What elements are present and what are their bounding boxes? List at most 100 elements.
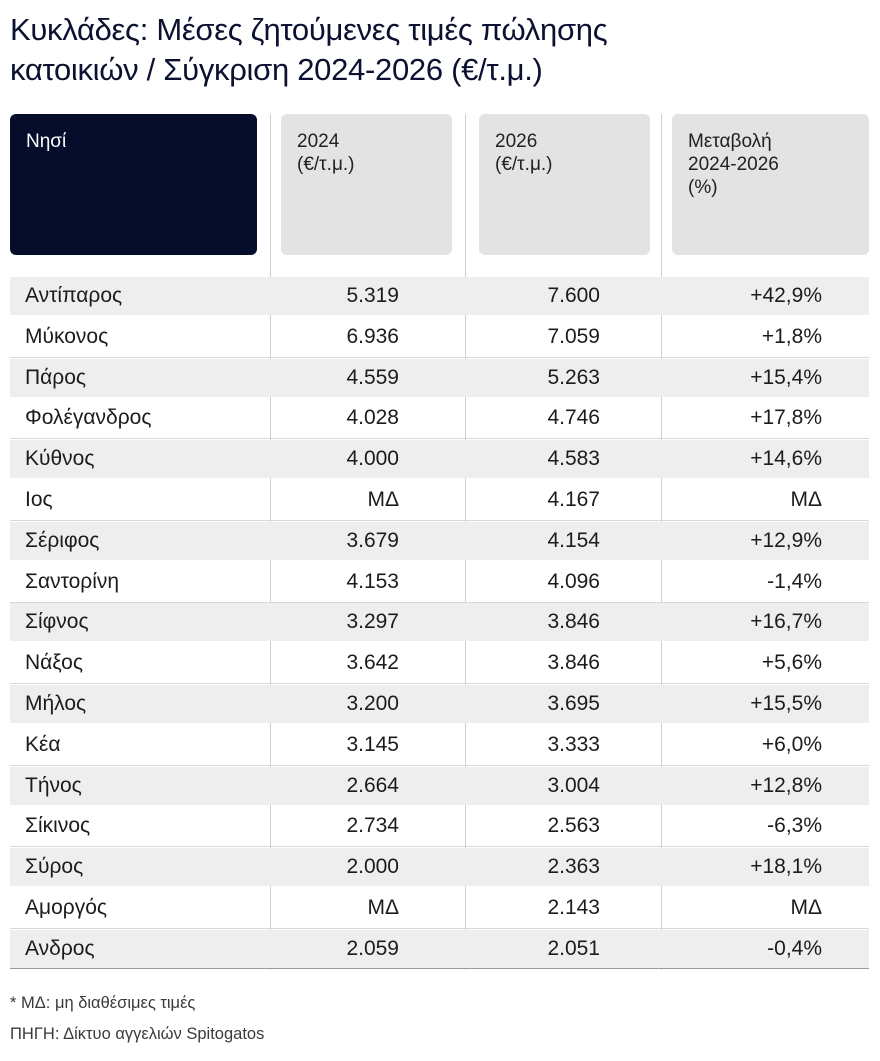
table-row: Ανδρος 2.059 2.051 -0,4% bbox=[10, 929, 869, 968]
cell-2026: 5.263 bbox=[547, 365, 600, 389]
table-row: Σίφνος 3.297 3.846 +16,7% bbox=[10, 603, 869, 642]
table-row: Μύκονος 6.936 7.059 +1,8% bbox=[10, 318, 869, 358]
cell-2024: 6.936 bbox=[346, 324, 399, 348]
cell-change: +17,8% bbox=[750, 406, 822, 430]
cell-2024: 4.559 bbox=[346, 365, 399, 389]
header-2024: 2024 (€/τ.μ.) bbox=[281, 114, 452, 255]
table-row: Αντίπαρος 5.319 7.600 +42,9% bbox=[10, 277, 869, 315]
cell-2024: 3.297 bbox=[346, 610, 399, 634]
table-row: Φολέγανδρος 4.028 4.746 +17,8% bbox=[10, 399, 869, 440]
cell-island: Αμοργός bbox=[25, 896, 108, 919]
cell-2024: ΜΔ bbox=[367, 488, 399, 511]
table-row: Μήλος 3.200 3.695 +15,5% bbox=[10, 685, 869, 723]
table-row: Πάρος 4.559 5.263 +15,4% bbox=[10, 358, 869, 397]
table-row: Κέα 3.145 3.333 +6,0% bbox=[10, 726, 869, 766]
cell-change: +12,9% bbox=[750, 528, 822, 552]
cell-2026: 7.059 bbox=[547, 324, 600, 348]
cell-2024: 4.000 bbox=[346, 447, 399, 471]
cell-2026: 3.846 bbox=[547, 610, 600, 634]
cell-2024: 3.642 bbox=[346, 651, 399, 675]
cell-change: +1,8% bbox=[761, 324, 822, 348]
cell-island: Φολέγανδρος bbox=[25, 406, 152, 430]
cell-island: Μήλος bbox=[25, 692, 87, 715]
row-separator bbox=[10, 683, 869, 685]
row-separator bbox=[10, 601, 869, 603]
cell-island: Σαντορίνη bbox=[25, 569, 120, 593]
cell-island: Νάξος bbox=[25, 651, 83, 675]
cell-change: +6,0% bbox=[761, 732, 822, 756]
cell-island: Σέριφος bbox=[25, 528, 100, 552]
cell-2026: 4.154 bbox=[547, 528, 600, 552]
cell-change: +12,8% bbox=[750, 773, 822, 797]
cell-2026: 2.143 bbox=[547, 896, 600, 919]
cell-2026: 4.096 bbox=[547, 569, 600, 593]
row-separator bbox=[10, 928, 869, 929]
cell-island: Αντίπαρος bbox=[25, 284, 123, 307]
cell-island: Πάρος bbox=[25, 365, 87, 389]
cell-change: +16,7% bbox=[750, 610, 822, 634]
row-separator bbox=[10, 438, 869, 440]
table-row: Τήνος 2.664 3.004 +12,8% bbox=[10, 766, 869, 805]
cell-2024: 3.145 bbox=[346, 732, 399, 756]
cell-2026: 3.846 bbox=[547, 651, 600, 675]
cell-island: Σύρος bbox=[25, 855, 84, 879]
cell-change: -6,3% bbox=[767, 814, 822, 838]
cell-change: +15,5% bbox=[750, 692, 822, 715]
cell-2024: 4.028 bbox=[346, 406, 399, 430]
cell-2026: 4.583 bbox=[547, 447, 600, 471]
cell-change: -0,4% bbox=[767, 936, 822, 960]
cell-change: +15,4% bbox=[750, 365, 822, 389]
table-row: Σύρος 2.000 2.363 +18,1% bbox=[10, 848, 869, 887]
cell-2026: 4.167 bbox=[547, 488, 600, 511]
cell-2024: 5.319 bbox=[346, 284, 399, 307]
cell-2024: 2.000 bbox=[346, 855, 399, 879]
table-row: Σίκινος 2.734 2.563 -6,3% bbox=[10, 807, 869, 848]
cell-2026: 2.051 bbox=[547, 936, 600, 960]
cell-island: Μύκονος bbox=[25, 324, 109, 348]
table-bottom-rule bbox=[10, 968, 869, 969]
cell-2024: 2.734 bbox=[346, 814, 399, 838]
source-note: ΠΗΓΗ: Δίκτυο αγγελιών Spitogatos bbox=[10, 1025, 265, 1043]
row-separator bbox=[10, 846, 869, 848]
cell-2026: 2.363 bbox=[547, 855, 600, 879]
cell-2026: 3.004 bbox=[547, 773, 600, 797]
title-line-1: Κυκλάδες: Μέσες ζητούμενες τιμές πώλησης bbox=[10, 12, 608, 47]
cell-2024: 3.200 bbox=[346, 692, 399, 715]
cell-2024: 3.679 bbox=[346, 528, 399, 552]
cell-2024: 2.059 bbox=[346, 936, 399, 960]
cell-change: +14,6% bbox=[750, 447, 822, 471]
table-row: Σέριφος 3.679 4.154 +12,9% bbox=[10, 521, 869, 560]
row-separator bbox=[10, 764, 869, 766]
cell-2026: 3.695 bbox=[547, 692, 600, 715]
table-row: Νάξος 3.642 3.846 +5,6% bbox=[10, 644, 869, 685]
cell-island: Κύθνος bbox=[25, 447, 95, 471]
row-separator bbox=[10, 356, 869, 358]
cell-island: Τήνος bbox=[25, 773, 82, 797]
header-2026: 2026 (€/τ.μ.) bbox=[479, 114, 650, 255]
cell-island: Ανδρος bbox=[25, 936, 95, 960]
cell-2026: 7.600 bbox=[547, 284, 600, 307]
cell-2026: 4.746 bbox=[547, 406, 600, 430]
cell-change: +18,1% bbox=[750, 855, 822, 879]
cell-change: ΜΔ bbox=[790, 896, 822, 919]
cell-change: ΜΔ bbox=[790, 488, 822, 511]
cell-2024: 4.153 bbox=[346, 569, 399, 593]
footnote: * ΜΔ: μη διαθέσιμες τιμές bbox=[10, 994, 196, 1012]
header-change: Μεταβολή 2024-2026 (%) bbox=[672, 114, 869, 255]
cell-change: +5,6% bbox=[761, 651, 822, 675]
table-row: Ιος ΜΔ 4.167 ΜΔ bbox=[10, 481, 869, 521]
table-row: Σαντορίνη 4.153 4.096 -1,4% bbox=[10, 563, 869, 603]
title-line-2: κατοικιών / Σύγκριση 2024-2026 (€/τ.μ.) bbox=[10, 52, 543, 87]
row-separator bbox=[10, 520, 869, 521]
cell-island: Ιος bbox=[25, 488, 53, 511]
cell-change: -1,4% bbox=[767, 569, 822, 593]
table-row: Αμοργός ΜΔ 2.143 ΜΔ bbox=[10, 889, 869, 929]
chart-title: Κυκλάδες: Μέσες ζητούμενες τιμές πώλησης… bbox=[10, 10, 870, 90]
cell-island: Σίκινος bbox=[25, 814, 91, 838]
cell-island: Κέα bbox=[25, 732, 61, 756]
cell-2026: 2.563 bbox=[547, 814, 600, 838]
cell-change: +42,9% bbox=[750, 284, 822, 307]
cell-island: Σίφνος bbox=[25, 610, 89, 634]
header-island: Νησί bbox=[10, 114, 257, 255]
table-row: Κύθνος 4.000 4.583 +14,6% bbox=[10, 440, 869, 479]
